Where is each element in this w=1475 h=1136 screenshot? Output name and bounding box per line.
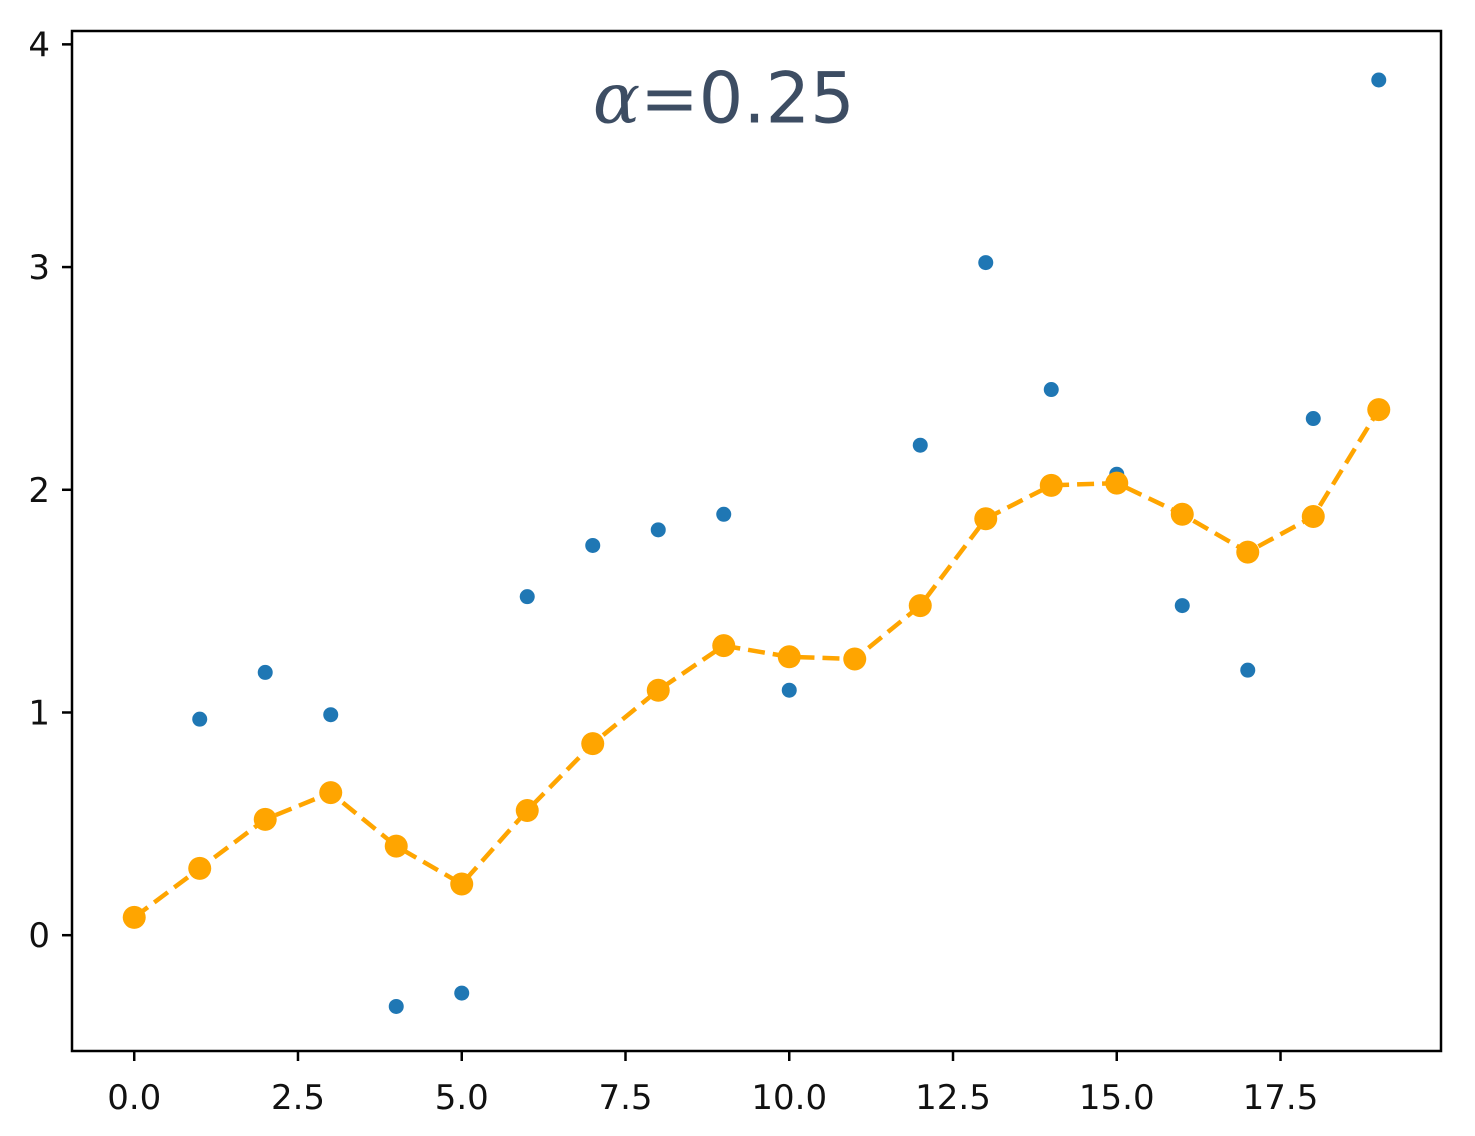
raw-data-point: [323, 707, 339, 723]
raw-data-point: [1305, 411, 1321, 427]
smoothed-point: [1170, 502, 1194, 526]
x-tick-label: 15.0: [1079, 1078, 1155, 1118]
alpha-symbol: α: [593, 57, 640, 139]
y-tick-label: 1: [28, 693, 50, 733]
smoothed-point: [122, 905, 146, 929]
smoothed-point: [1367, 398, 1391, 422]
x-tick-label: 5.0: [435, 1078, 489, 1118]
x-tick-label: 17.5: [1243, 1078, 1319, 1118]
raw-data-point: [716, 506, 732, 522]
raw-data-point: [1371, 72, 1387, 88]
x-tick-label: 0.0: [107, 1078, 161, 1118]
smoothed-point: [384, 834, 408, 858]
series-layer: [122, 72, 1391, 1014]
smoothed-point: [319, 781, 343, 805]
smoothed-point: [450, 872, 474, 896]
y-tick-label: 2: [28, 471, 50, 511]
raw-data-point: [912, 437, 928, 453]
raw-data-point: [519, 589, 535, 605]
alpha-annotation: α=0.25: [593, 57, 855, 139]
smoothed-point: [1105, 471, 1129, 495]
smoothed-series: [122, 398, 1391, 929]
raw-data-point: [978, 255, 994, 271]
smoothed-point: [1039, 473, 1063, 497]
x-tick-label: 7.5: [598, 1078, 652, 1118]
smoothed-point: [646, 678, 670, 702]
raw-data-point: [257, 664, 273, 680]
smoothed-point: [188, 856, 212, 880]
raw-data-point: [1174, 598, 1190, 614]
smoothed-point: [908, 594, 932, 618]
raw-data-series: [126, 72, 1387, 1014]
y-tick-label: 3: [28, 248, 50, 288]
raw-data-point: [1043, 382, 1059, 398]
alpha-value: =0.25: [640, 57, 855, 139]
smoothed-point: [515, 798, 539, 822]
raw-data-point: [781, 682, 797, 698]
smoothed-line: [132, 408, 1381, 920]
raw-data-point: [585, 537, 601, 553]
x-axis: 0.0 2.5 5.0 7.5 10.0 12.5 15.0 17.5: [107, 1051, 1318, 1118]
raw-data-point: [1240, 662, 1256, 678]
raw-data-point: [650, 522, 666, 538]
y-tick-label: 4: [28, 25, 50, 65]
smoothed-point: [843, 647, 867, 671]
raw-data-point: [388, 998, 404, 1014]
smoothed-point: [581, 732, 605, 756]
smoothed-point: [1236, 540, 1260, 564]
raw-data-point: [192, 711, 208, 727]
smoothed-point: [712, 634, 736, 658]
plot-frame: [70, 29, 1443, 1053]
x-tick-label: 12.5: [915, 1078, 991, 1118]
smoothed-point: [974, 507, 998, 531]
smoothed-point: [777, 645, 801, 669]
y-tick-label: 0: [28, 916, 50, 956]
x-tick-label: 2.5: [271, 1078, 325, 1118]
smoothed-point: [1301, 505, 1325, 529]
smoothed-point: [253, 807, 277, 831]
x-tick-label: 10.0: [751, 1078, 827, 1118]
raw-data-point: [454, 985, 470, 1001]
y-axis: 0 1 2 3 4: [28, 25, 72, 956]
